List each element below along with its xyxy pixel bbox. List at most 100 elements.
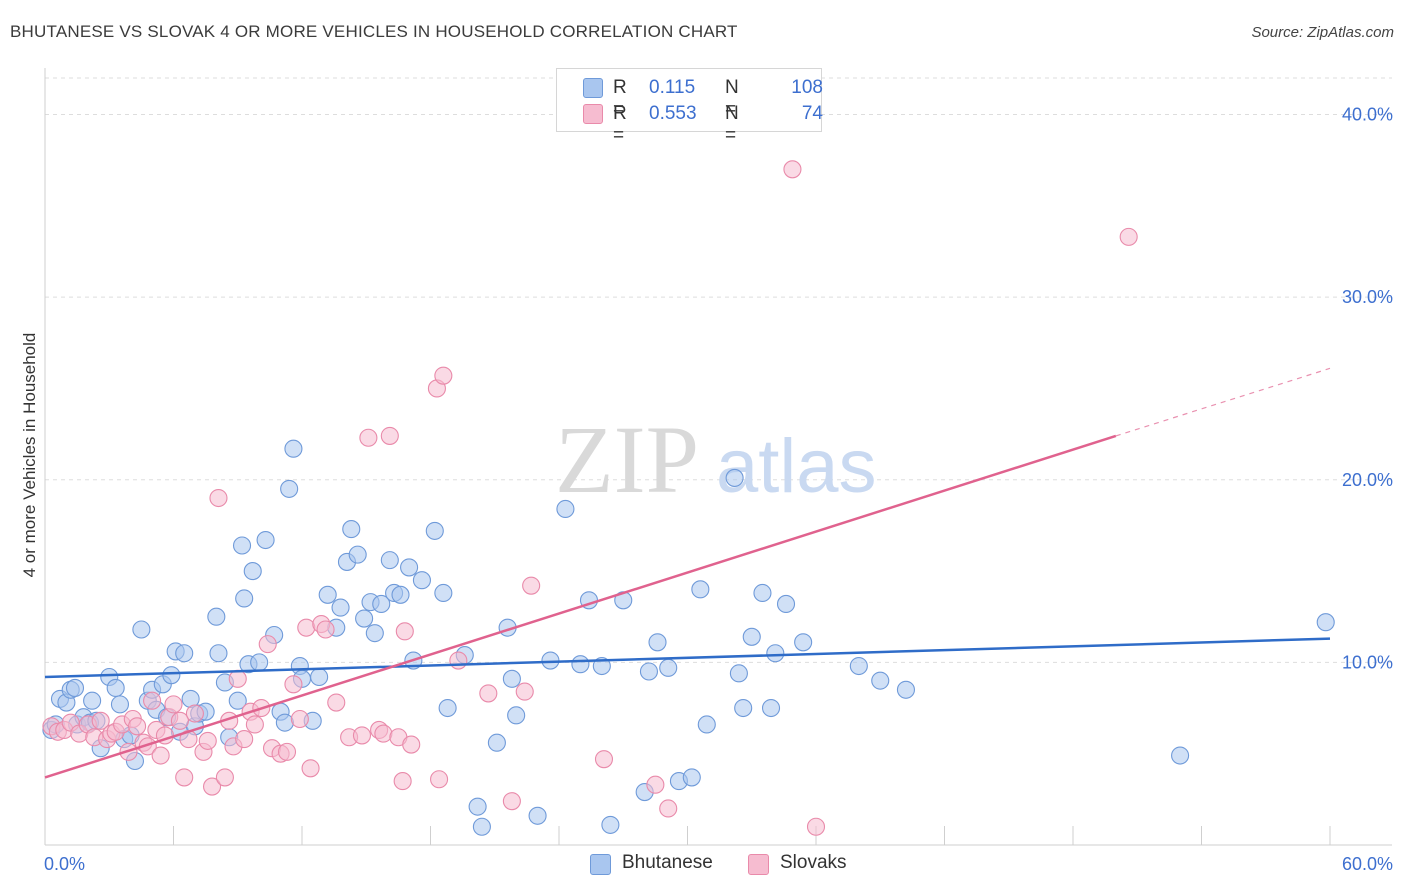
bhutanese-point bbox=[175, 644, 194, 663]
watermark-atlas: atlas bbox=[716, 424, 877, 509]
bhutanese-point bbox=[434, 583, 453, 603]
slovaks-point bbox=[380, 426, 399, 445]
slovaks-point bbox=[522, 576, 541, 595]
slovaks-point bbox=[277, 742, 297, 761]
bhutanese-point bbox=[65, 678, 85, 697]
y-tick-label: 40.0% bbox=[1342, 105, 1393, 125]
bhutanese-point bbox=[380, 551, 399, 570]
slovaks-point bbox=[203, 777, 222, 796]
slovaks-point bbox=[402, 735, 421, 754]
bhutanese-point bbox=[232, 536, 252, 555]
chart-title: BHUTANESE VS SLOVAK 4 OR MORE VEHICLES I… bbox=[10, 22, 738, 41]
bhutanese-point bbox=[725, 468, 744, 487]
r-label: R = bbox=[613, 77, 627, 120]
bhutanese-trend-line bbox=[44, 637, 1331, 679]
slovaks-point bbox=[245, 715, 264, 734]
slovaks-point bbox=[151, 746, 170, 765]
watermark-zip: ZIP bbox=[555, 406, 699, 513]
bhutanese-point bbox=[487, 733, 506, 752]
bhutanese-swatch bbox=[590, 854, 611, 875]
bhutanese-point bbox=[256, 530, 275, 550]
n-value: 74 bbox=[801, 103, 823, 124]
bhutanese-point bbox=[761, 698, 781, 718]
slovaks-point bbox=[783, 160, 802, 179]
y-tick-label: 30.0% bbox=[1342, 287, 1393, 307]
bhutanese-point bbox=[592, 656, 611, 676]
y-axis-label: 4 or more Vehicles in Household bbox=[20, 332, 39, 578]
bhutanese-point bbox=[365, 624, 384, 643]
slovaks-point bbox=[479, 684, 498, 703]
slovaks-point bbox=[91, 711, 110, 730]
bhutanese-point bbox=[110, 695, 130, 714]
bhutanese-point bbox=[849, 656, 868, 676]
bhutanese-point bbox=[355, 609, 374, 628]
slovaks-point bbox=[301, 759, 320, 778]
x-tick-label: 60.0% bbox=[1342, 854, 1393, 874]
slovaks-trend-line bbox=[44, 434, 1117, 779]
bhutanese-point bbox=[162, 666, 181, 685]
bhutanese-point bbox=[601, 815, 620, 834]
bhutanese-point bbox=[507, 706, 526, 725]
stats-legend: R = 0.115 N = 108 R = 0.553 N = 74 bbox=[556, 68, 823, 146]
bhutanese-point bbox=[132, 620, 151, 639]
bhutanese-point bbox=[318, 585, 337, 604]
bhutanese-point bbox=[284, 439, 303, 458]
slovaks-point bbox=[352, 726, 372, 745]
tick-labels: 10.0% 20.0% 30.0% 40.0% 0.0% 60.0% bbox=[44, 105, 1393, 874]
slovaks-point bbox=[209, 488, 228, 508]
slovaks-point bbox=[395, 622, 414, 641]
bhutanese-point bbox=[1171, 746, 1190, 765]
bhutanese-point bbox=[472, 817, 491, 836]
n-value: 108 bbox=[791, 77, 823, 98]
slovaks-point bbox=[327, 693, 346, 712]
bhutanese-point bbox=[766, 644, 785, 663]
slovaks-trend-extension bbox=[1115, 367, 1331, 437]
x-tick-label: 0.0% bbox=[44, 854, 85, 874]
bhutanese-point bbox=[528, 806, 547, 825]
axis-layer bbox=[44, 68, 1392, 846]
bhutanese-point bbox=[776, 594, 796, 613]
bhutanese-point bbox=[275, 713, 294, 732]
bhutanese-point bbox=[697, 715, 716, 734]
bhutanese-point bbox=[310, 667, 329, 687]
slovaks-point bbox=[449, 651, 468, 670]
slovaks-point bbox=[284, 675, 303, 694]
bhutanese-point bbox=[207, 607, 226, 626]
bhutanese-point bbox=[209, 644, 228, 663]
bhutanese-point bbox=[659, 658, 678, 677]
bhutanese-point bbox=[106, 678, 125, 697]
bhutanese-point bbox=[556, 499, 575, 519]
slovaks-point bbox=[170, 711, 189, 730]
bhutanese-point bbox=[1316, 613, 1335, 632]
slovaks-point bbox=[228, 669, 247, 688]
n-label: N = bbox=[725, 103, 739, 146]
slovaks-point bbox=[374, 724, 393, 743]
y-tick-label: 20.0% bbox=[1342, 470, 1393, 490]
bhutanese-point bbox=[400, 558, 419, 577]
slovaks-point bbox=[434, 366, 453, 385]
slovaks-point bbox=[297, 618, 316, 637]
bhutanese-point bbox=[331, 598, 350, 617]
bhutanese-point bbox=[571, 655, 590, 674]
bhutanese-point bbox=[896, 680, 916, 699]
slovaks-point bbox=[515, 682, 534, 701]
slovaks-swatch bbox=[748, 854, 769, 875]
source-label: Source: ZipAtlas.com bbox=[1251, 24, 1394, 41]
bhutanese-point bbox=[348, 545, 367, 564]
r-value: 0.553 bbox=[649, 103, 697, 124]
bhutanese-point bbox=[742, 627, 761, 646]
bhutanese-point bbox=[648, 633, 667, 652]
bhutanese-point bbox=[639, 662, 659, 681]
slovaks-point bbox=[393, 772, 412, 791]
slovaks-point bbox=[359, 428, 378, 447]
bhutanese-point bbox=[691, 580, 710, 599]
bhutanese-point bbox=[871, 671, 890, 690]
bhutanese-point bbox=[468, 797, 487, 816]
bhutanese-point bbox=[243, 562, 262, 581]
n-label: N = bbox=[725, 77, 739, 120]
slovaks-point bbox=[646, 775, 665, 794]
trend-lines bbox=[44, 367, 1331, 779]
r-label: R = bbox=[613, 103, 627, 146]
slovaks-point bbox=[659, 799, 678, 818]
